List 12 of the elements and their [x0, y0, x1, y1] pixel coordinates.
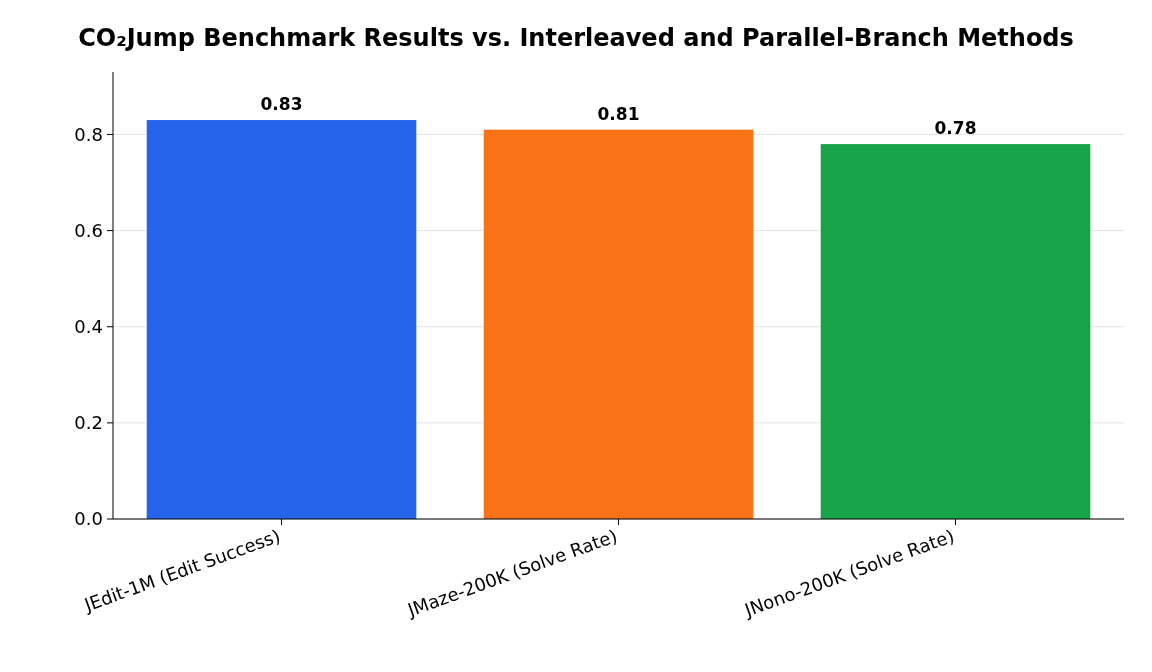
data-label: 0.83 [260, 94, 303, 115]
data-label: 0.78 [934, 118, 977, 139]
bar [146, 120, 417, 519]
data-label: 0.81 [597, 103, 640, 124]
y-tick-label: 0.2 [74, 412, 103, 434]
chart-title: CO₂Jump Benchmark Results vs. Interleaved and Parallel-Branch Methods [78, 24, 1074, 52]
bar [820, 144, 1091, 519]
y-tick-label: 0.8 [74, 123, 103, 145]
y-tick-label: 0.6 [74, 219, 103, 241]
y-tick-label: 0.0 [74, 508, 103, 530]
y-tick-label: 0.4 [74, 316, 103, 338]
bar [483, 129, 754, 519]
